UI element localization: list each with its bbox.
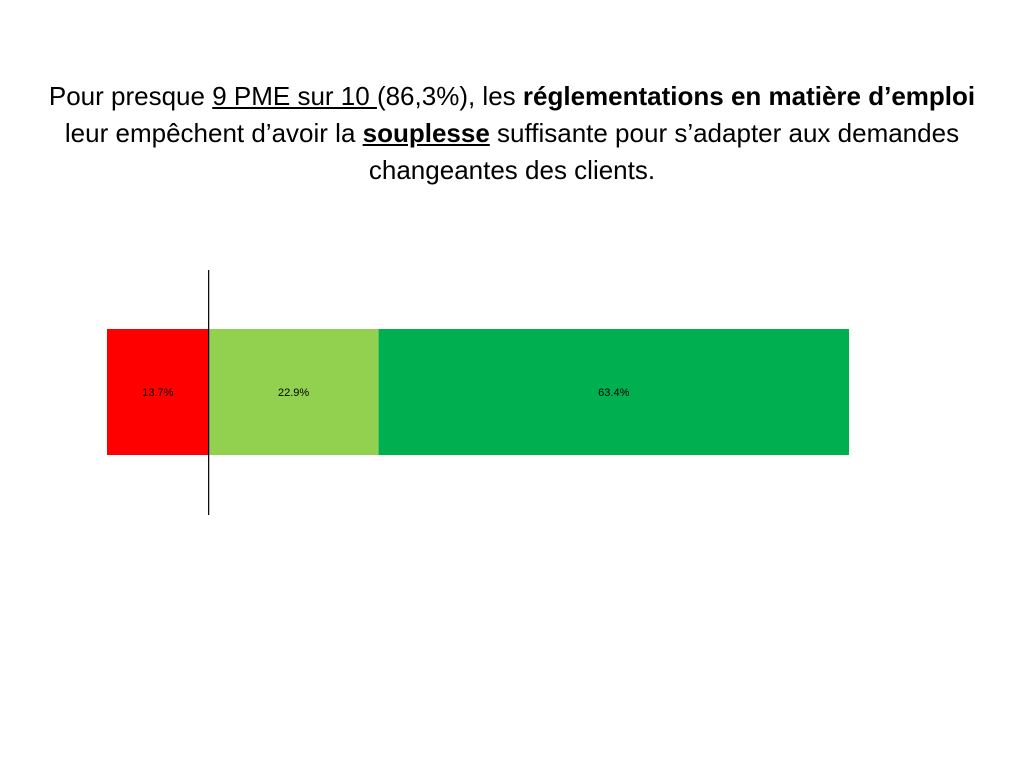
bar-segment-2 [208,329,379,455]
title-text-5: leur empêchent d’avoir la [64,118,363,148]
title-text-3: (86,3%), les [376,81,523,111]
bar-segment-1 [107,329,209,455]
data-label-3: 63.4% [598,387,629,399]
bar-segment-3 [378,329,849,455]
title-text-4: réglementations en matière d’emploi [522,81,976,111]
title-text-1: Pour presque [48,81,213,111]
title-text-2: 9 PME sur 10 [212,81,377,111]
data-label-2: 22.9% [278,387,309,399]
chart-title: Pour presque 9 PME sur 10 (86,3%), les r… [40,78,984,189]
title-text-6: souplesse [362,118,490,148]
data-label-1: 13.7% [142,387,173,399]
title-text-7: suffisante pour s’adapter aux demandes c… [368,118,960,185]
